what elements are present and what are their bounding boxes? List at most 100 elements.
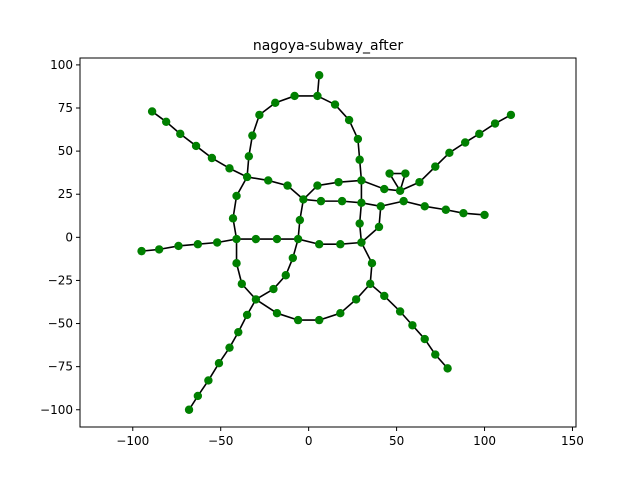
data-point bbox=[336, 240, 345, 249]
x-axis-ticks: −100 −50 0 50 100 150 bbox=[116, 427, 584, 448]
data-point bbox=[251, 295, 261, 304]
y-tick-label: −50 bbox=[48, 317, 73, 331]
data-point bbox=[313, 91, 322, 101]
data-point bbox=[367, 258, 377, 268]
y-tick-label: 25 bbox=[58, 187, 73, 201]
plot-area-frame bbox=[79, 57, 577, 428]
data-point bbox=[431, 162, 440, 171]
data-point bbox=[225, 164, 234, 173]
data-point bbox=[395, 186, 405, 195]
nodes-layer bbox=[137, 71, 516, 414]
data-point bbox=[337, 196, 347, 206]
data-point bbox=[366, 279, 375, 289]
data-point bbox=[288, 253, 298, 263]
data-point bbox=[336, 308, 345, 318]
data-point bbox=[293, 234, 303, 244]
data-point bbox=[283, 181, 292, 190]
data-point bbox=[193, 240, 203, 249]
data-point bbox=[316, 196, 326, 206]
data-point bbox=[214, 359, 224, 368]
data-point bbox=[191, 141, 201, 151]
data-point bbox=[313, 181, 322, 190]
data-point bbox=[255, 110, 264, 120]
data-point bbox=[399, 196, 408, 206]
data-point bbox=[490, 119, 500, 128]
data-point bbox=[443, 364, 452, 373]
data-point bbox=[147, 107, 157, 116]
data-point bbox=[420, 202, 429, 211]
data-point bbox=[161, 117, 171, 126]
data-point bbox=[315, 71, 324, 80]
data-point bbox=[299, 195, 308, 204]
data-point bbox=[374, 222, 384, 232]
data-point bbox=[272, 308, 282, 318]
data-point bbox=[184, 405, 194, 414]
data-point bbox=[212, 238, 222, 247]
data-point bbox=[460, 138, 470, 147]
data-point bbox=[357, 198, 366, 208]
y-tick-label: 75 bbox=[58, 101, 73, 115]
data-point bbox=[415, 177, 424, 187]
data-point bbox=[154, 245, 164, 254]
data-point bbox=[237, 279, 247, 289]
y-tick-label: 50 bbox=[58, 144, 73, 158]
data-point bbox=[242, 172, 252, 182]
data-point bbox=[272, 234, 282, 244]
data-point bbox=[242, 310, 252, 320]
data-point bbox=[385, 169, 394, 178]
data-point bbox=[355, 155, 364, 164]
data-point bbox=[475, 129, 484, 139]
chart-title: nagoya-subway_after bbox=[253, 38, 404, 54]
data-point bbox=[295, 215, 305, 225]
data-point bbox=[380, 291, 389, 301]
data-point bbox=[193, 391, 203, 401]
x-tick-label: 50 bbox=[389, 434, 404, 448]
y-tick-label: 0 bbox=[65, 230, 73, 244]
data-point bbox=[334, 177, 343, 187]
data-point bbox=[232, 258, 241, 268]
data-point bbox=[480, 210, 489, 220]
data-point bbox=[269, 284, 278, 294]
data-point bbox=[207, 153, 217, 163]
data-point bbox=[281, 271, 290, 280]
data-point bbox=[357, 176, 366, 185]
data-point bbox=[420, 334, 429, 344]
data-point bbox=[376, 202, 385, 211]
data-point bbox=[315, 315, 324, 325]
y-tick-label: −100 bbox=[40, 403, 73, 417]
data-point bbox=[228, 214, 238, 223]
data-point bbox=[380, 184, 389, 194]
data-point bbox=[431, 350, 440, 359]
data-point bbox=[290, 91, 299, 101]
data-point bbox=[232, 191, 241, 201]
data-point bbox=[351, 295, 361, 304]
data-point bbox=[248, 131, 257, 140]
x-tick-label: −100 bbox=[116, 434, 149, 448]
data-point bbox=[408, 321, 417, 330]
data-point bbox=[225, 343, 234, 352]
data-point bbox=[344, 115, 354, 125]
data-point bbox=[355, 219, 364, 228]
data-point bbox=[271, 98, 280, 108]
y-tick-label: −25 bbox=[48, 273, 73, 287]
x-tick-label: 100 bbox=[473, 434, 496, 448]
data-point bbox=[353, 134, 363, 144]
data-point bbox=[357, 238, 366, 247]
data-point bbox=[441, 205, 451, 214]
data-point bbox=[263, 176, 273, 185]
graph-edge bbox=[255, 298, 278, 314]
data-point bbox=[330, 100, 340, 109]
data-point bbox=[506, 110, 516, 120]
y-tick-label: −75 bbox=[48, 360, 73, 374]
y-tick-label: 100 bbox=[50, 58, 73, 72]
data-point bbox=[445, 148, 454, 158]
data-point bbox=[395, 307, 405, 316]
data-point bbox=[176, 129, 185, 139]
data-point bbox=[251, 234, 261, 244]
data-point bbox=[204, 376, 213, 385]
x-tick-label: 0 bbox=[305, 434, 313, 448]
data-point bbox=[232, 234, 241, 244]
data-point bbox=[244, 152, 254, 161]
